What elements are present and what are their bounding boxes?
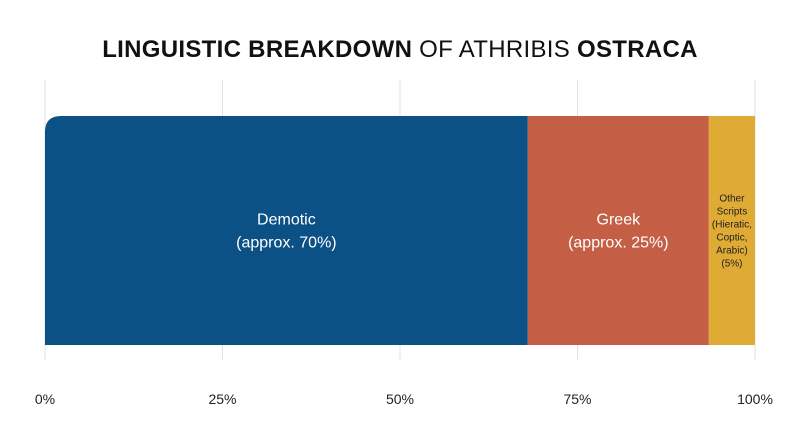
chart-title: LINGUISTIC BREAKDOWN OF ATHRIBIS OSTRACA [0,36,800,64]
x-tick-label: 50% [386,391,414,407]
bar-segment [45,116,528,345]
segment-label: (Hieratic, [712,220,752,231]
segment-label: Other [719,194,745,205]
stacked-bar [45,116,755,345]
title-part-2: OF ATHRIBIS [412,36,578,63]
segment-label: Coptic, [716,233,747,244]
segment-label: (5%) [721,259,742,270]
segment-label: Scripts [717,207,748,218]
segment-labels: Demotic (approx. 70%) Greek (approx. 25%) Ot… [236,194,752,270]
title-part-3: OSTRACA [577,36,698,63]
segment-label: Demotic [257,212,316,229]
segment-label: Greek [597,212,642,229]
x-tick-label: 0% [35,391,55,407]
x-tick-label: 75% [563,391,591,407]
segment-label: Arabic) [716,246,748,257]
x-tick-label: 25% [208,391,236,407]
x-axis-ticks: 0% 25% 50% 75% 100% [35,391,773,407]
segment-label: (approx. 25%) [568,235,669,252]
bar-segment [527,116,709,345]
segment-label: (approx. 70%) [236,235,337,252]
title-part-1: LINGUISTIC BREAKDOWN [102,36,413,63]
x-tick-label: 100% [737,391,773,407]
bar-segment [708,116,755,345]
